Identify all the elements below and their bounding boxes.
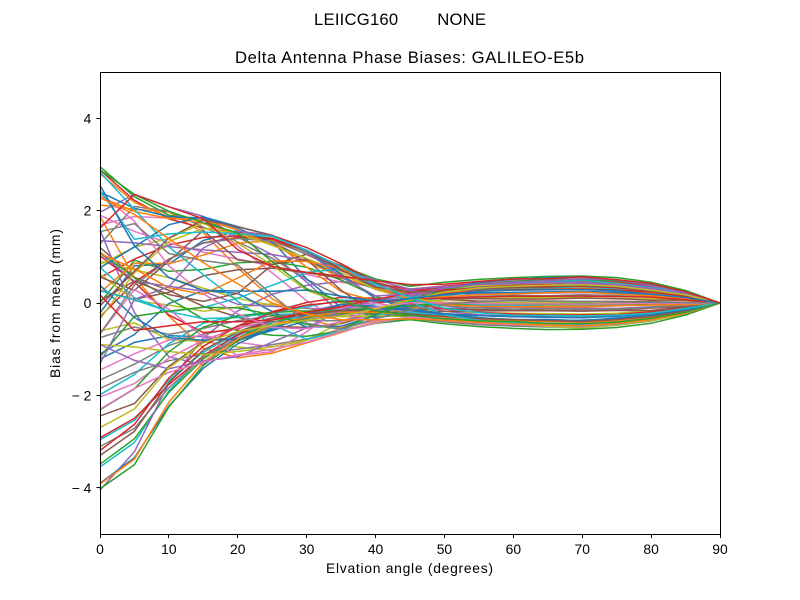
svg-text:50: 50 xyxy=(437,541,453,557)
svg-text:30: 30 xyxy=(299,541,315,557)
svg-text:60: 60 xyxy=(506,541,522,557)
svg-text:Bias from mean (mm): Bias from mean (mm) xyxy=(47,229,63,378)
svg-text:LEIICG160 NONE: LEIICG160 NONE xyxy=(314,10,486,29)
svg-text:10: 10 xyxy=(161,541,177,557)
svg-text:90: 90 xyxy=(712,541,728,557)
svg-text:80: 80 xyxy=(643,541,659,557)
svg-text:0: 0 xyxy=(84,295,92,311)
svg-text:40: 40 xyxy=(368,541,384,557)
svg-text:70: 70 xyxy=(575,541,591,557)
svg-text:2: 2 xyxy=(84,203,92,219)
svg-text:0: 0 xyxy=(96,541,104,557)
svg-text:Delta Antenna Phase Biases: GA: Delta Antenna Phase Biases: GALILEO-E5b xyxy=(235,48,584,67)
svg-text:20: 20 xyxy=(230,541,246,557)
svg-text:4: 4 xyxy=(84,110,92,126)
svg-text:Elvation angle (degrees): Elvation angle (degrees) xyxy=(326,560,493,576)
